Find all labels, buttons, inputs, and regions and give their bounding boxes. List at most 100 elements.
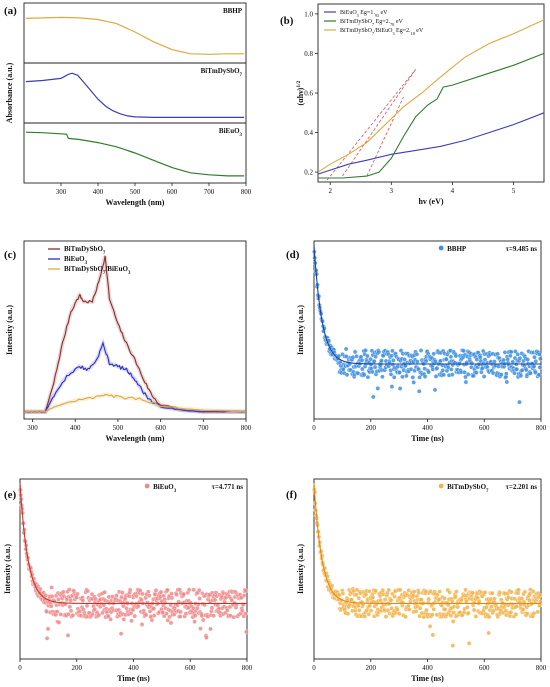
- x-tick-label: 0: [18, 664, 22, 672]
- data-point: [435, 592, 440, 597]
- data-point: [441, 372, 446, 378]
- data-point: [431, 606, 436, 612]
- panel-f-label: (f): [286, 489, 297, 501]
- data-point: [390, 348, 395, 354]
- data-point: [519, 596, 525, 601]
- data-point: [537, 365, 543, 370]
- panel-d: BBHP τ=9.485 ns 0 200 400 600 800 Time (ns) Inte…: [296, 240, 547, 443]
- data-point: [388, 372, 394, 377]
- data-point: [38, 586, 43, 592]
- data-point: [181, 591, 186, 597]
- data-point: [174, 592, 179, 597]
- data-point: [371, 394, 376, 400]
- data-point: [366, 589, 372, 594]
- x-tick-label: 600: [185, 664, 196, 672]
- x-axis-label: hv (eV): [418, 197, 443, 206]
- x-tick-label: 400: [128, 664, 139, 672]
- x-axis-label: Time (ns): [117, 674, 150, 683]
- data-point: [431, 351, 436, 357]
- data-point: [127, 587, 133, 593]
- data-point: [432, 387, 438, 393]
- y-tick-label: 0.4: [304, 129, 313, 137]
- data-point: [361, 372, 367, 378]
- subplot-name: BiEuO3: [219, 127, 243, 138]
- x-axis-label: Time (ns): [411, 434, 444, 443]
- x-tick-label: 300: [56, 188, 67, 196]
- x-tick-label: 0: [312, 424, 316, 432]
- x-tick-label: 800: [242, 664, 253, 672]
- data-point: [418, 348, 424, 353]
- x-tick-label: 200: [366, 664, 377, 672]
- data-point: [504, 379, 510, 385]
- legend-entry: BiEuO3: [64, 255, 88, 266]
- data-point: [371, 358, 377, 364]
- data-point: [56, 620, 62, 625]
- data-point: [151, 606, 157, 611]
- data-point: [102, 590, 107, 595]
- data-point: [365, 374, 371, 380]
- data-point: [375, 386, 381, 391]
- data-point: [427, 624, 433, 629]
- x-axis-label: Wavelength (nm): [106, 198, 165, 207]
- series-line-0: [317, 112, 545, 175]
- data-point: [411, 380, 416, 385]
- panel-a: BBHP BiTmDySbO7 BiEuO3 300 400 500 600 700 800 Wa…: [5, 2, 252, 207]
- legend-entry: BiTmDySbO7: [64, 245, 106, 256]
- data-point: [440, 368, 446, 373]
- data-point: [370, 369, 375, 375]
- panel-e: BiEuO3 τ=4.771 ns 0 200 400 600 800 Time (ns) In…: [3, 478, 253, 683]
- data-point: [195, 605, 200, 611]
- data-point: [196, 587, 202, 593]
- data-point: [367, 603, 372, 609]
- data-point: [366, 612, 372, 617]
- data-point: [492, 596, 497, 601]
- panel-d-label: (d): [286, 249, 300, 261]
- data-point: [146, 593, 152, 598]
- data-point: [512, 370, 517, 376]
- y-axis-label: (αhν)1/2: [296, 80, 305, 105]
- data-point: [442, 596, 447, 601]
- data-point: [108, 617, 113, 622]
- panel-c-label: (c): [4, 249, 17, 261]
- data-point: [75, 591, 80, 597]
- data-point: [43, 593, 48, 598]
- data-point: [354, 592, 359, 598]
- data-point: [403, 614, 408, 620]
- tangent-line: [366, 96, 404, 177]
- data-point: [92, 606, 97, 612]
- data-point: [522, 589, 528, 595]
- tangent-line: [326, 69, 417, 181]
- data-point: [395, 607, 400, 612]
- data-point: [400, 374, 405, 380]
- data-point: [437, 589, 442, 594]
- data-point: [530, 589, 536, 594]
- y-axis-label: Intensity (a.u.): [5, 305, 14, 355]
- data-point: [80, 598, 86, 603]
- y-axis-label: Intensity (a.u.): [296, 305, 305, 355]
- x-tick-label: 800: [536, 424, 547, 432]
- data-point: [241, 593, 247, 598]
- data-point: [191, 587, 196, 593]
- legend-entry: BiTmDySbO7/BiEuO3: [64, 265, 131, 276]
- legend-label: BBHP: [447, 245, 467, 253]
- data-point: [476, 599, 482, 604]
- data-point: [162, 597, 167, 602]
- data-point: [168, 620, 174, 626]
- data-point: [495, 351, 500, 357]
- data-point: [379, 358, 384, 363]
- data-point: [363, 348, 368, 353]
- panel-b: 0.20.40.60.81.0 BiEuO3 Eg=1.93 eVBiTmDySb…: [296, 3, 545, 206]
- data-point: [514, 367, 520, 372]
- data-point: [373, 588, 378, 593]
- data-point: [482, 590, 488, 595]
- data-point: [368, 356, 373, 362]
- data-point: [178, 609, 183, 615]
- data-point: [533, 370, 538, 375]
- data-point: [535, 609, 540, 615]
- data-point: [54, 609, 60, 614]
- x-axis-label: Wavelength (nm): [106, 434, 165, 443]
- data-point: [165, 587, 170, 593]
- data-point: [380, 588, 386, 593]
- fit-line: [19, 482, 247, 604]
